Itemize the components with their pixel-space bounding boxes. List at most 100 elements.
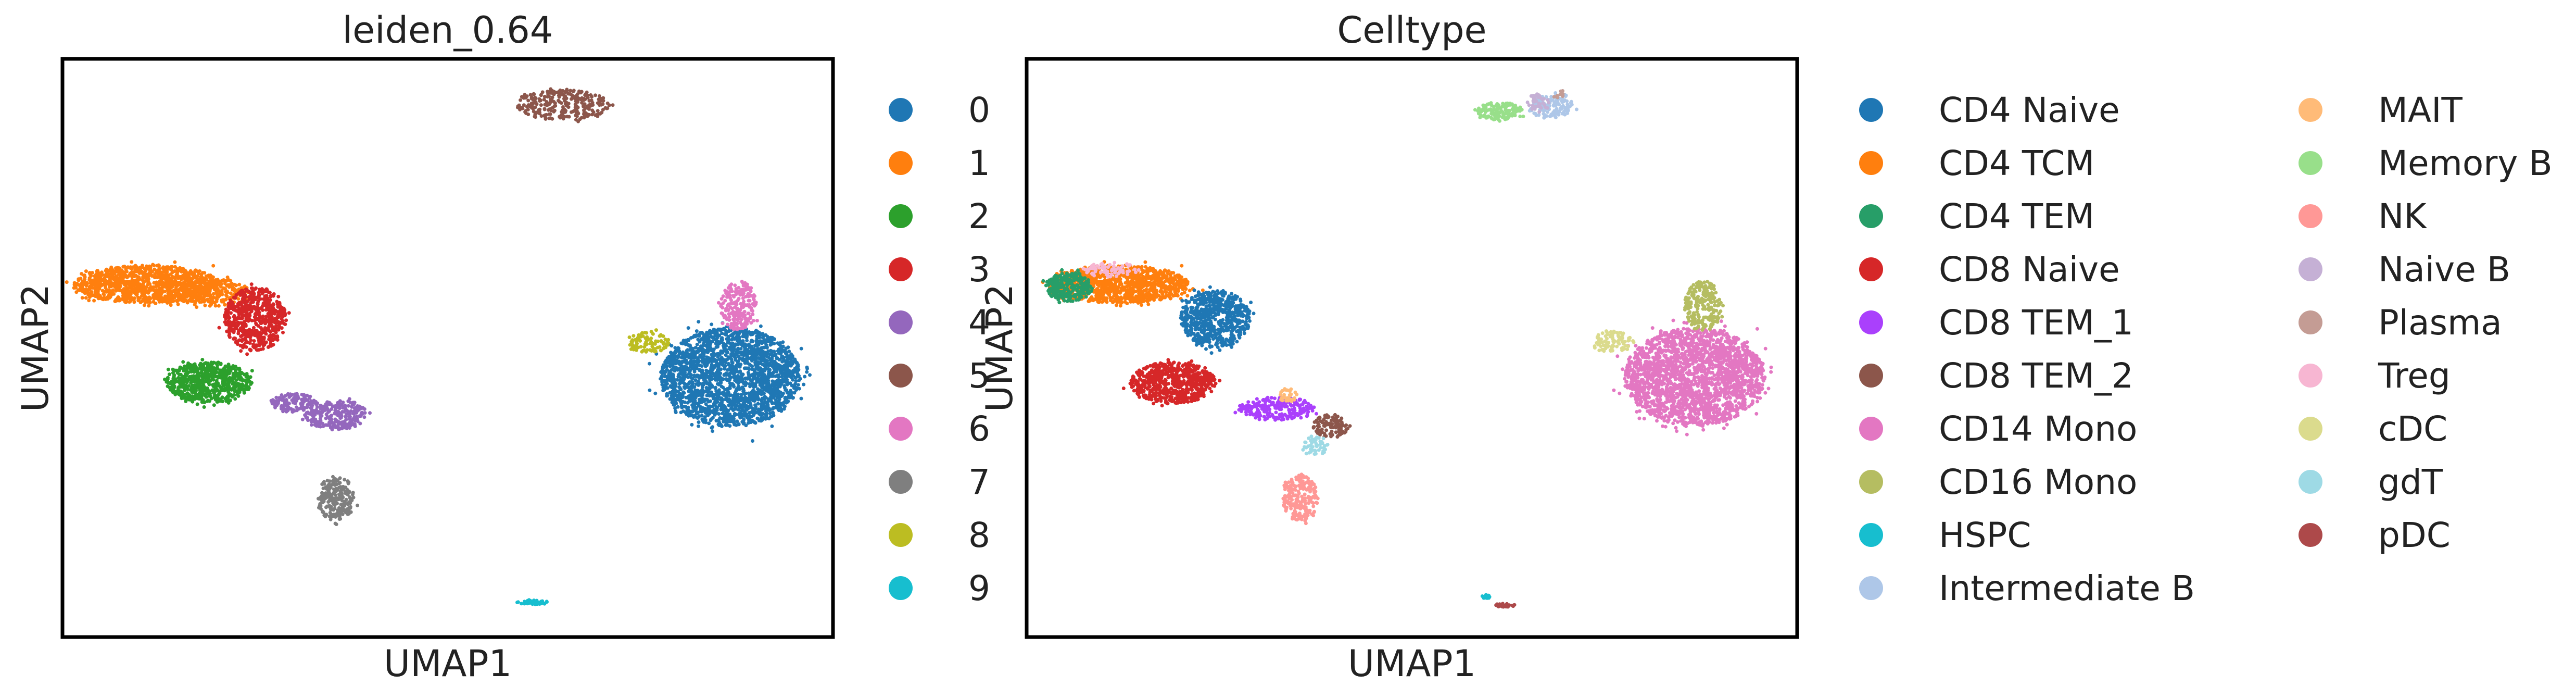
legend-marker [1859,257,1883,281]
cluster-points [515,598,549,606]
cluster-points [163,358,254,409]
cell-point [168,275,253,309]
legend-item: CD4 TCM [1859,143,2094,183]
cell-point [627,328,671,354]
legend-item: gdT [2299,462,2443,502]
legend-marker [2299,204,2322,228]
legend-label: CD8 TEM_1 [1939,303,2133,343]
legend-label: 5 [968,356,990,396]
legend-marker [2299,98,2322,122]
cluster-points [1281,472,1320,526]
plot-frame [1025,57,1799,639]
legend-label: 8 [968,515,990,555]
y-axis-label: UMAP2 [978,284,1021,412]
legend-marker [2299,257,2322,281]
cell-point [163,358,254,409]
cell-point [1473,101,1525,123]
legend-item: CD8 TEM_1 [1859,303,2133,343]
legend-marker [2299,151,2322,175]
legend-marker [889,204,913,228]
legend-label: 2 [968,196,990,236]
legend-item: 0 [889,90,990,130]
cluster-points [627,328,671,354]
legend-item: 3 [889,250,990,290]
cell-point [1301,434,1330,456]
cluster-points [1311,413,1352,439]
cluster-points [1552,89,1565,99]
legend-label: Memory B [2378,143,2553,183]
legend-item: CD8 Naive [1859,250,2120,290]
cluster-points [217,282,291,356]
legend-item: Plasma [2299,303,2502,343]
cell-point [716,280,759,331]
legend-item: 2 [889,196,990,236]
scatter-points [1041,89,1773,609]
legend-label: Intermediate B [1939,568,2195,608]
legend-item: Naive B [2299,250,2510,290]
legend-item: 8 [889,515,990,555]
scatter-points [65,87,812,606]
legend-item: MAIT [2299,90,2463,130]
legend-label: CD14 Mono [1939,409,2137,449]
cluster-points [1525,92,1550,114]
legend-marker [889,364,913,388]
legend-label: 3 [968,250,990,290]
cluster-points [1683,280,1725,332]
legend-marker [889,523,913,547]
cell-point [1552,89,1565,99]
legend-marker [1859,364,1883,388]
panel-title: Celltype [1337,9,1486,52]
legend-marker [889,98,913,122]
legend-item: CD16 Mono [1859,462,2137,502]
cluster-points [516,87,615,123]
cell-point [317,475,359,526]
legend-item: Intermediate B [1859,568,2195,608]
legend-item: Memory B [2299,143,2553,183]
legend-item: 6 [889,409,990,449]
legend-item: CD4 TEM [1859,196,2094,236]
cell-point [217,282,291,356]
legend-marker [1859,151,1883,175]
x-axis-label: UMAP1 [384,642,512,685]
cluster-points [168,275,253,309]
legend-label: CD4 TCM [1939,143,2094,183]
cluster-points [1301,434,1330,456]
legend-marker [1859,204,1883,228]
cell-point [1311,413,1352,439]
legend-label: CD8 TEM_2 [1939,356,2133,396]
legend-label: CD16 Mono [1939,462,2137,502]
legend-item: 1 [889,143,990,183]
cell-point [1525,92,1550,114]
legend-item: 9 [889,568,990,608]
legend-label: NK [2378,196,2427,236]
legend-item: pDC [2299,515,2451,555]
legend-label: Treg [2378,356,2451,396]
legend-marker [2299,364,2322,388]
legend-marker [889,470,913,494]
legend-marker [2299,470,2322,494]
legend-item: 4 [889,303,990,343]
cell-point [1233,395,1318,422]
cell-point [269,392,319,414]
legend-item: Treg [2299,356,2451,396]
cluster-points [1473,101,1525,123]
legend-label: 9 [968,568,990,608]
legend-label: CD4 TEM [1939,196,2094,236]
legend: CD4 Naive CD4 TCM CD4 TEM CD8 Naive CD8 TEM_… [1859,90,2553,608]
legend-marker [2299,417,2322,441]
legend-label: gdT [2378,462,2443,502]
legend-label: pDC [2378,515,2451,555]
cell-point [300,397,372,432]
legend-label: 7 [968,462,990,502]
legend-item: CD8 TEM_2 [1859,356,2133,396]
cell-point [1179,285,1256,355]
legend-marker [1859,576,1883,600]
panel-title: leiden_0.64 [343,9,553,52]
x-axis-label: UMAP1 [1348,642,1476,685]
cell-point [1279,387,1299,403]
cluster-points [1480,593,1492,600]
legend-marker [2299,523,2322,547]
legend-label: 1 [968,143,990,183]
